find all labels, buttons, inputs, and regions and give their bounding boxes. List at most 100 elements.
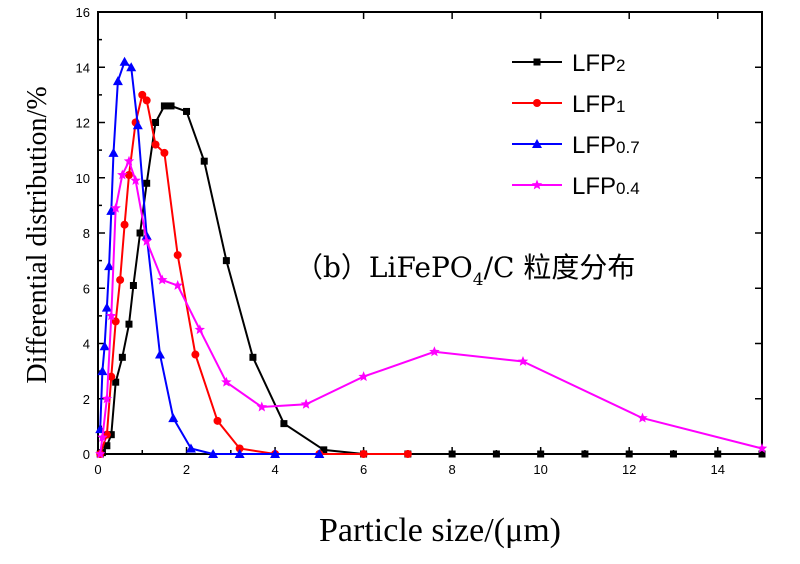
- legend-label-sub: 0.7: [616, 138, 640, 157]
- plot-frame: [97, 11, 763, 455]
- data-point: [185, 443, 196, 453]
- data-point: [160, 148, 169, 157]
- data-point: [106, 205, 117, 215]
- series-lfp0-4: [95, 155, 768, 459]
- y-tick-label: 12: [76, 116, 90, 131]
- x-tick-label: 14: [710, 462, 724, 477]
- data-point: [637, 412, 648, 423]
- data-point: [141, 230, 152, 240]
- data-point: [99, 341, 110, 351]
- data-point: [359, 450, 368, 458]
- x-tick-label: 8: [449, 462, 456, 477]
- x-tick-label: 4: [271, 462, 278, 477]
- axes: [97, 11, 763, 455]
- data-point: [714, 450, 722, 458]
- data-point: [104, 261, 115, 271]
- legend-label: LFP0.7: [572, 132, 640, 159]
- series-lfp0-7: [95, 56, 325, 458]
- legend-swatch-marker: [533, 58, 541, 66]
- data-point: [213, 416, 222, 425]
- data-point: [249, 353, 257, 361]
- data-point: [126, 62, 137, 72]
- x-tick-label: 0: [94, 462, 101, 477]
- legend-label-main: LFP: [572, 132, 616, 159]
- data-point: [160, 102, 168, 110]
- annotation-prefix: （b）LiFePO: [295, 251, 473, 284]
- data-point: [112, 378, 120, 386]
- data-point: [403, 450, 412, 458]
- legend-item: LFP1: [512, 91, 625, 118]
- data-point: [183, 107, 191, 115]
- annotation-subscript: 4: [473, 270, 484, 290]
- data-point: [191, 350, 200, 359]
- data-point: [97, 431, 108, 442]
- data-point: [116, 275, 125, 284]
- data-point: [143, 179, 151, 187]
- data-point: [157, 274, 168, 285]
- legend-label: LFP2: [572, 50, 625, 77]
- data-point: [581, 450, 589, 458]
- data-point: [537, 450, 545, 458]
- legend-swatch-marker: [531, 179, 543, 190]
- data-point: [112, 76, 123, 86]
- series-line: [99, 158, 763, 455]
- x-tick-label: 10: [533, 462, 547, 477]
- data-point: [107, 431, 115, 439]
- legend-item: LFP2: [512, 50, 625, 77]
- legend-label-main: LFP: [572, 173, 616, 200]
- legend-swatch-marker: [533, 99, 541, 107]
- legend-label-sub: 0.4: [616, 179, 640, 198]
- chart-annotation: （b）LiFePO4/C 粒度分布: [295, 251, 635, 290]
- legend-label-main: LFP: [572, 50, 616, 77]
- series-layer: [95, 56, 768, 459]
- data-point: [106, 310, 117, 321]
- y-tick-label: 6: [83, 281, 90, 296]
- data-point: [136, 229, 144, 237]
- y-tick-label: 16: [76, 5, 90, 20]
- legend-item: LFP0.4: [512, 173, 640, 200]
- y-tick-label: 4: [83, 337, 90, 352]
- data-point: [517, 356, 529, 366]
- data-point: [221, 376, 232, 387]
- y-tick-label: 2: [83, 392, 90, 407]
- data-point: [492, 450, 500, 458]
- data-point: [124, 170, 133, 179]
- y-tick-label: 10: [76, 171, 90, 186]
- data-point: [154, 349, 165, 359]
- data-point: [270, 449, 281, 458]
- legend-label-sub: 2: [616, 56, 625, 75]
- data-point: [168, 413, 179, 423]
- data-point: [234, 449, 245, 458]
- data-point: [101, 302, 112, 312]
- data-point: [167, 102, 175, 110]
- legend-label-sub: 1: [616, 97, 625, 116]
- data-point: [120, 220, 129, 229]
- data-point: [358, 371, 369, 382]
- y-axis-title: Differential distribution/%: [22, 86, 53, 383]
- data-point: [208, 449, 219, 458]
- data-point: [280, 420, 288, 428]
- data-point: [235, 444, 244, 453]
- y-tick-label: 14: [76, 60, 90, 75]
- data-point: [448, 450, 456, 458]
- data-point: [138, 90, 147, 99]
- data-point: [117, 169, 128, 180]
- data-point: [103, 442, 111, 450]
- x-tick-label: 2: [183, 462, 190, 477]
- x-tick-label: 6: [360, 462, 367, 477]
- data-point: [758, 450, 766, 458]
- data-point: [119, 56, 130, 66]
- legend-label-main: LFP: [572, 91, 616, 118]
- data-point: [200, 157, 208, 165]
- data-point: [110, 202, 121, 213]
- data-point: [669, 450, 677, 458]
- y-tick-label: 0: [83, 447, 90, 462]
- data-point: [256, 401, 267, 412]
- data-point: [151, 140, 160, 149]
- data-point: [129, 281, 137, 289]
- data-point: [118, 353, 126, 361]
- data-point: [152, 119, 160, 126]
